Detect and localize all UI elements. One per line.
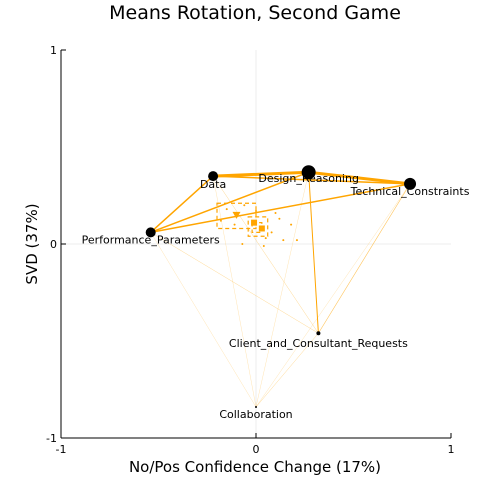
scatter-dot xyxy=(278,217,281,220)
node-label: Data xyxy=(200,178,226,191)
scatter-dot xyxy=(270,231,273,234)
scatter-dot xyxy=(219,219,222,222)
node-label: Client_and_Consultant_Requests xyxy=(229,337,408,350)
x-axis-label: No/Pos Confidence Change (17%) xyxy=(129,458,381,476)
edges xyxy=(149,170,412,408)
network-node xyxy=(404,177,417,190)
y-tick-label: 1 xyxy=(50,44,57,57)
network-edge xyxy=(150,232,319,334)
mean-points xyxy=(219,204,298,247)
node-label: Technical_Constraints xyxy=(350,185,470,198)
network-edge xyxy=(150,232,257,408)
network-edge xyxy=(255,333,319,408)
x-tick-label: 1 xyxy=(448,443,455,456)
confidence-box xyxy=(247,216,269,237)
chart-title: Means Rotation, Second Game xyxy=(109,2,401,24)
x-tick-label: -1 xyxy=(56,443,67,456)
y-tick-label: 0 xyxy=(50,238,57,251)
network-edge xyxy=(149,171,310,234)
network-node xyxy=(208,171,219,182)
network-edge xyxy=(149,175,214,234)
scatter-dot xyxy=(282,239,285,242)
x-tick-label: 0 xyxy=(253,443,260,456)
mean-triangle-marker xyxy=(232,211,241,219)
node-label: Design_Reasoning xyxy=(258,172,359,185)
network-edge xyxy=(318,183,411,334)
network-edge xyxy=(212,175,411,185)
y-axis-label: SVD (37%) xyxy=(23,203,41,284)
node-label: Collaboration xyxy=(219,408,292,421)
scatter-dot xyxy=(274,211,277,214)
scatter-dot xyxy=(233,223,236,226)
network-edge xyxy=(212,175,319,334)
scatter-dot xyxy=(262,244,265,247)
scatter-dot xyxy=(225,208,228,211)
network-node xyxy=(316,331,321,336)
confidence-box xyxy=(216,202,257,230)
y-tick-label: -1 xyxy=(46,432,57,445)
scatter-dot xyxy=(241,243,244,245)
node-label: Performance_Parameters xyxy=(82,233,220,246)
axes: -1 0 1 -1 0 1 xyxy=(46,44,454,456)
network-node xyxy=(145,227,156,238)
network-edge xyxy=(255,183,411,408)
network-node xyxy=(301,165,316,180)
scatter-dot xyxy=(290,223,293,226)
network-edge xyxy=(149,183,411,234)
scatter-dot xyxy=(264,237,267,240)
network-node xyxy=(255,405,257,408)
node-labels: Data Design_ReasoningTechnical_Constraint… xyxy=(82,172,470,421)
network-edge xyxy=(212,175,257,408)
network-edge xyxy=(255,172,309,408)
mean-square-marker xyxy=(251,219,258,226)
network-edge xyxy=(308,171,319,334)
scatter-dot xyxy=(255,210,257,213)
nodes xyxy=(145,165,417,408)
scatter-dot xyxy=(295,239,298,242)
mean-square-marker xyxy=(258,225,265,232)
scatter-dot xyxy=(243,204,246,207)
network-edge xyxy=(211,170,311,178)
network-edge xyxy=(307,170,412,186)
grid xyxy=(61,50,451,438)
